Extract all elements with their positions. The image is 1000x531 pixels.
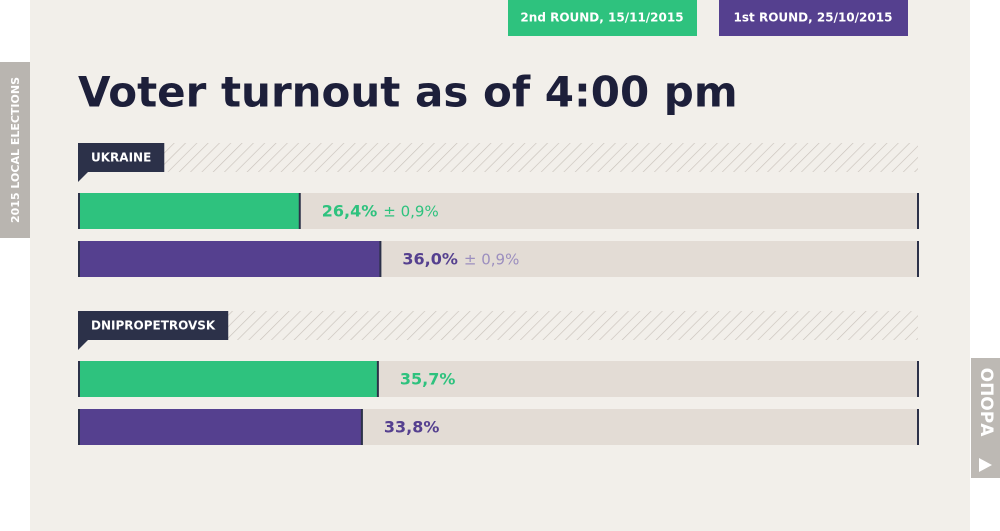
side-label: 2015 LOCAL ELECTIONS [9, 77, 22, 223]
legend-label: 1st ROUND, 25/10/2015 [734, 11, 893, 25]
value-label: 36,0% [402, 250, 458, 269]
chart-title: Voter turnout as of 4:00 pm [78, 68, 738, 117]
value-label: 35,7% [400, 370, 456, 389]
category-label: DNIPROPETROVSK [91, 319, 216, 333]
logo-arrow [979, 458, 992, 472]
bar [78, 409, 362, 445]
bar [78, 361, 378, 397]
error-label: ± 0,9% [383, 203, 438, 221]
category-label: UKRAINE [91, 151, 151, 165]
category-tag [78, 143, 165, 172]
bar [78, 241, 381, 277]
hatch [78, 143, 918, 172]
legend-swatch [508, 0, 697, 36]
value-label: 26,4% [322, 202, 378, 221]
logo: ОПОРА [976, 368, 996, 438]
error-label: ± 0,9% [464, 251, 519, 269]
bar [78, 193, 300, 229]
logo-box [971, 358, 1000, 478]
legend-swatch [719, 0, 908, 36]
category-tag [78, 311, 229, 340]
side-tab [0, 62, 30, 238]
legend-label: 2nd ROUND, 15/11/2015 [520, 11, 683, 25]
tag-notch [78, 172, 88, 182]
tag-notch [78, 340, 88, 350]
value-label: 33,8% [384, 418, 440, 437]
